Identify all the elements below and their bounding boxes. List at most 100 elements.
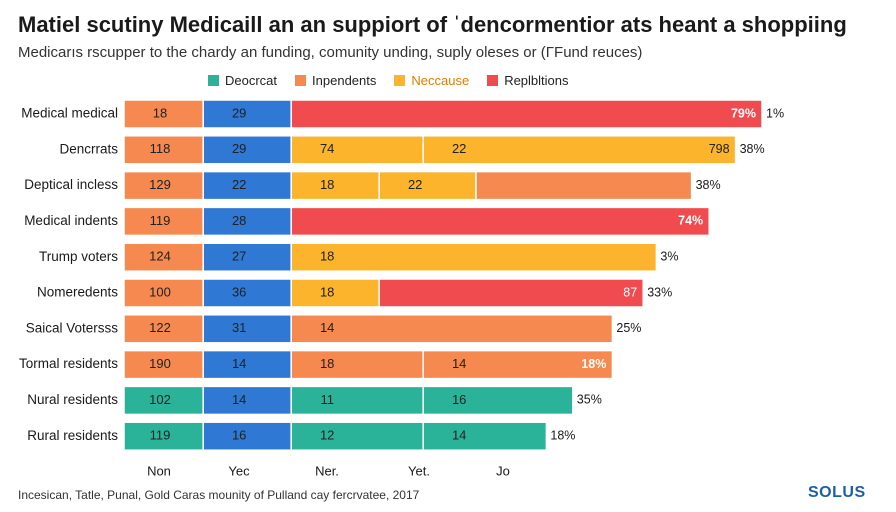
data-label: 119 bbox=[150, 428, 171, 443]
data-label: 22 bbox=[408, 177, 422, 192]
data-label: 18% bbox=[581, 357, 606, 371]
category-label: Rural residents bbox=[27, 428, 118, 443]
legend-swatch bbox=[394, 74, 406, 86]
outside-label: 38% bbox=[696, 178, 721, 192]
bar-segment bbox=[123, 385, 204, 416]
brand-logo: SOLUS bbox=[808, 484, 866, 501]
chart-legend: Deocrcat Inpendents Neccause Replbltions bbox=[208, 70, 587, 90]
legend-swatch bbox=[487, 74, 499, 86]
x-tick-label: Non bbox=[147, 463, 171, 478]
data-label: 122 bbox=[149, 320, 171, 335]
legend-item: Inpendents bbox=[295, 73, 376, 88]
outside-label: 1% bbox=[766, 106, 784, 120]
data-label: 29 bbox=[232, 105, 246, 120]
bar-segment bbox=[290, 385, 424, 416]
bar-segment bbox=[290, 278, 380, 308]
bar-segment bbox=[422, 135, 737, 165]
data-label: 118 bbox=[150, 141, 171, 156]
legend-swatch bbox=[208, 74, 219, 86]
bar-segment bbox=[422, 349, 614, 380]
x-tick-label: Ner. bbox=[315, 463, 339, 478]
data-label: 74% bbox=[678, 214, 703, 228]
bar-segment bbox=[290, 314, 614, 344]
bar-segment bbox=[202, 278, 292, 308]
data-label: 18 bbox=[320, 284, 334, 299]
chart-subtitle: Medicarıs rscupper to the chardy an fund… bbox=[18, 44, 643, 61]
data-label: 11 bbox=[320, 392, 334, 407]
data-label: 18 bbox=[320, 356, 334, 371]
bar-segment bbox=[123, 421, 204, 451]
category-label: Nural residents bbox=[27, 392, 118, 407]
data-label: 18 bbox=[320, 177, 334, 192]
bar-segment bbox=[202, 242, 292, 272]
outside-label: 35% bbox=[577, 393, 602, 407]
data-label: 124 bbox=[149, 249, 171, 264]
legend-item: Neccause bbox=[394, 73, 469, 88]
data-label: 16 bbox=[452, 392, 466, 407]
data-label: 798 bbox=[709, 142, 730, 156]
category-label: Deptical incless bbox=[24, 177, 118, 192]
data-label: 102 bbox=[149, 392, 171, 407]
bar-segment bbox=[290, 349, 424, 380]
data-label: 74 bbox=[320, 141, 334, 156]
bar-segment bbox=[123, 135, 204, 165]
bar-segment bbox=[378, 170, 477, 201]
bar-segment bbox=[422, 421, 548, 451]
category-label: Medical indents bbox=[24, 213, 118, 228]
data-label: 14 bbox=[452, 356, 466, 371]
bar-segment bbox=[202, 206, 292, 237]
x-tick-label: Jo bbox=[496, 463, 510, 478]
data-label: 27 bbox=[232, 249, 246, 264]
x-tick-label: Yec bbox=[228, 463, 250, 478]
data-label: 100 bbox=[149, 284, 171, 299]
x-tick-label: Yet. bbox=[408, 463, 430, 478]
category-label: Medical medical bbox=[21, 106, 118, 121]
data-label: 22 bbox=[452, 141, 466, 156]
bar-segment bbox=[290, 242, 658, 272]
data-label: 119 bbox=[150, 213, 171, 228]
outside-label: 18% bbox=[550, 428, 575, 442]
data-label: 18 bbox=[320, 249, 334, 264]
legend-label: Neccause bbox=[411, 72, 470, 88]
bar-segment bbox=[202, 99, 292, 129]
bar-segment bbox=[202, 421, 292, 451]
data-label: 36 bbox=[232, 284, 246, 299]
data-label: 14 bbox=[232, 356, 246, 371]
bar-segment bbox=[290, 421, 424, 451]
data-label: 22 bbox=[232, 177, 246, 192]
outside-label: 38% bbox=[740, 142, 765, 156]
bar-segment bbox=[202, 349, 292, 380]
bar-segment bbox=[202, 385, 292, 416]
legend-label: Deocrcat bbox=[225, 72, 278, 88]
outside-label: 33% bbox=[647, 285, 672, 299]
bar-segment bbox=[475, 170, 693, 201]
data-label: 16 bbox=[232, 428, 246, 443]
bar-segment bbox=[202, 135, 292, 165]
data-label: 31 bbox=[232, 320, 246, 335]
chart-title: Matiel scutiny Medicaill an an suppiort … bbox=[18, 12, 847, 37]
outside-label: 3% bbox=[660, 249, 678, 263]
bar-segment bbox=[290, 170, 380, 201]
bar-segment bbox=[202, 314, 292, 344]
outside-label: 25% bbox=[616, 321, 641, 335]
data-label: 18 bbox=[153, 105, 167, 120]
category-label: Dencrrats bbox=[59, 141, 118, 156]
category-label: Tormal residents bbox=[19, 356, 118, 371]
source-note: Incesican, Tatle, Punal, Gold Caras moun… bbox=[18, 488, 420, 502]
data-label: 129 bbox=[149, 177, 171, 192]
data-label: 12 bbox=[320, 428, 334, 443]
category-label: Trump voters bbox=[39, 249, 118, 264]
legend-label: Inpendents bbox=[312, 72, 377, 88]
legend-label: Replbltions bbox=[504, 72, 569, 88]
category-label: Nomeredents bbox=[37, 285, 118, 300]
data-label: 14 bbox=[232, 392, 246, 407]
data-label: 87 bbox=[623, 285, 637, 299]
bar-segment bbox=[290, 135, 424, 165]
category-label: Saical Votersss bbox=[26, 320, 119, 335]
data-label: 79% bbox=[731, 106, 756, 120]
bar-segment bbox=[123, 99, 204, 129]
data-label: 14 bbox=[320, 320, 334, 335]
legend-swatch bbox=[295, 74, 307, 86]
legend-item: Replbltions bbox=[487, 72, 569, 88]
